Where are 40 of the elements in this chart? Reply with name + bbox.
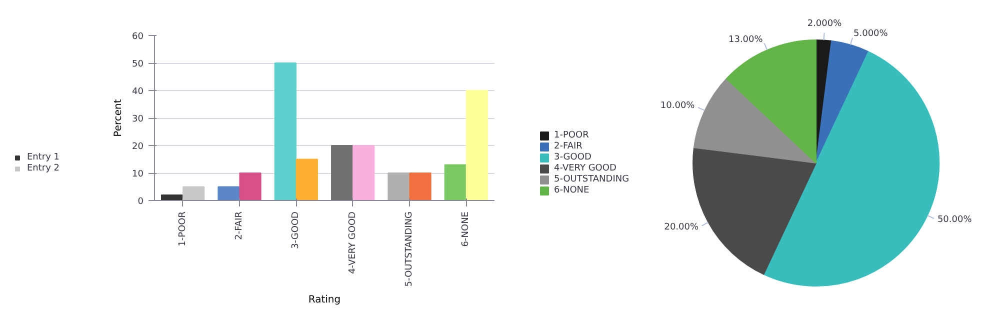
bar bbox=[409, 172, 432, 200]
bar bbox=[274, 62, 296, 200]
legend-label: 2-FAIR bbox=[554, 141, 582, 151]
legend-label: 3-GOOD bbox=[554, 152, 592, 162]
data-label: 2.000% bbox=[807, 19, 842, 30]
legend-label: 4-VERY GOOD bbox=[554, 163, 616, 173]
bar bbox=[331, 145, 354, 200]
bar bbox=[352, 145, 375, 200]
bar bbox=[239, 172, 262, 200]
x-tick-label: 3-GOOD bbox=[291, 211, 302, 249]
data-label: 20.00% bbox=[664, 222, 699, 233]
bar bbox=[296, 158, 318, 200]
x-tick-label: 1-POOR bbox=[178, 211, 188, 246]
x-tick-label: 6-NONE bbox=[461, 211, 472, 247]
x-tick-label: 2-FAIR bbox=[234, 212, 244, 240]
legend-label: 1-POOR bbox=[554, 130, 589, 140]
x-tick-label: 4-VERY GOOD bbox=[348, 211, 358, 274]
bar bbox=[218, 186, 240, 200]
legend-label: 6-NONE bbox=[554, 185, 590, 195]
y-tick-label: 50 bbox=[132, 60, 144, 70]
data-label: 10.00% bbox=[660, 100, 696, 111]
y-tick-label: 20 bbox=[132, 142, 144, 152]
bar bbox=[182, 186, 205, 200]
bar bbox=[388, 172, 410, 200]
legend-label: 5-OUTSTANDING bbox=[554, 174, 630, 184]
data-label: 13.00% bbox=[728, 34, 764, 45]
y-tick-label: 30 bbox=[132, 114, 144, 124]
bar bbox=[466, 90, 488, 200]
legend-label: Entry 1 bbox=[27, 152, 60, 162]
y-tick-label: 10 bbox=[132, 170, 144, 180]
data-label: 50.00% bbox=[937, 215, 972, 226]
y-tick-label: 0 bbox=[138, 197, 144, 207]
bar bbox=[444, 164, 466, 200]
y-tick-label: 60 bbox=[132, 32, 144, 42]
x-axis-title: Rating bbox=[308, 294, 341, 306]
data-label: 5.000% bbox=[854, 29, 888, 40]
x-tick-label: 5-OUTSTANDING bbox=[404, 211, 414, 287]
legend-label: Entry 2 bbox=[27, 163, 60, 173]
y-axis-title: Percent bbox=[113, 99, 124, 137]
y-tick-label: 40 bbox=[132, 87, 144, 97]
